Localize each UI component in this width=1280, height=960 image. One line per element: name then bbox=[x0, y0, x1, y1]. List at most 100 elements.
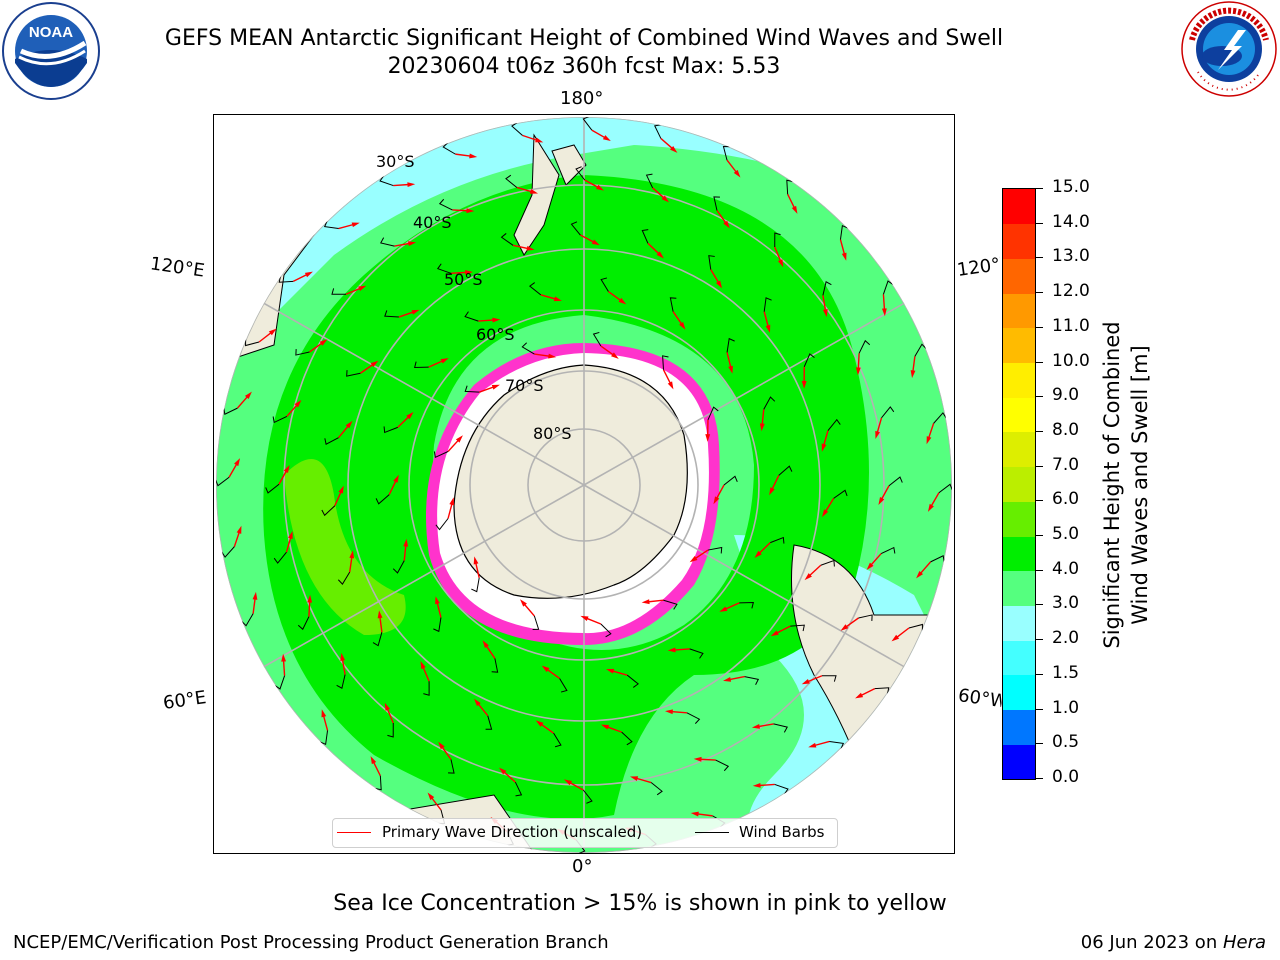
wind-barb bbox=[448, 759, 455, 774]
wave-arrow bbox=[403, 544, 407, 561]
wave-arrow bbox=[774, 246, 782, 263]
wind-barb bbox=[435, 518, 449, 531]
wind-barb bbox=[464, 385, 480, 393]
wave-arrow bbox=[710, 269, 720, 284]
wave-arrow-head bbox=[358, 285, 367, 292]
ocean-4-5m bbox=[263, 175, 870, 819]
wind-barb bbox=[414, 361, 429, 368]
colorbar-band bbox=[1003, 605, 1035, 641]
colorbar-tickmark bbox=[1036, 673, 1043, 675]
wave-arrow bbox=[452, 209, 469, 212]
wave-arrow-head bbox=[822, 509, 829, 518]
wind-barb bbox=[265, 483, 280, 494]
wave-arrow-head bbox=[705, 434, 711, 442]
colorbar-band bbox=[1003, 640, 1035, 676]
wave-arrow bbox=[724, 602, 740, 611]
wave-arrow bbox=[606, 726, 622, 733]
wind-barb bbox=[485, 715, 493, 730]
wind-barb bbox=[874, 687, 890, 694]
colorbar-band bbox=[1003, 709, 1035, 745]
wave-arrow bbox=[715, 484, 725, 500]
wind-barb bbox=[324, 437, 339, 445]
wave-arrow bbox=[436, 601, 442, 618]
wave-arrow-head bbox=[765, 324, 771, 333]
wind-barb bbox=[216, 476, 230, 487]
wave-arrow bbox=[522, 134, 538, 142]
wave-arrow bbox=[568, 781, 584, 791]
wave-arrow bbox=[822, 430, 829, 447]
wind-barb bbox=[763, 297, 772, 312]
colorbar-band bbox=[1003, 327, 1035, 364]
wave-arrow-head bbox=[891, 634, 900, 642]
wind-barb bbox=[726, 337, 735, 353]
wave-arrow-head bbox=[529, 189, 539, 194]
wave-arrow bbox=[540, 294, 557, 300]
wave-arrow-head bbox=[420, 660, 426, 670]
wind-barb bbox=[223, 407, 238, 415]
wind-barb bbox=[744, 676, 760, 685]
wave-vectors bbox=[216, 117, 952, 853]
wind-barb bbox=[559, 678, 568, 693]
wave-arrow-head bbox=[407, 182, 416, 188]
wave-arrow bbox=[660, 137, 674, 150]
wind-barb bbox=[380, 237, 395, 247]
wind-barb bbox=[438, 198, 453, 211]
wind-barb bbox=[295, 349, 310, 356]
wind-barb bbox=[387, 722, 394, 738]
colorbar-band bbox=[1003, 744, 1035, 780]
wave-arrow-head bbox=[526, 245, 535, 251]
colorbar-tick-label: 1.5 bbox=[1052, 662, 1080, 683]
wave-arrow-head bbox=[403, 538, 409, 547]
wind-barb bbox=[833, 489, 848, 499]
wave-arrow-head bbox=[304, 271, 313, 278]
wind-barb bbox=[600, 277, 609, 292]
wave-arrow bbox=[534, 353, 551, 357]
wind-barb bbox=[689, 648, 704, 659]
land-new-zealand bbox=[513, 133, 587, 256]
wind-barb bbox=[621, 731, 633, 746]
colorbar-tickmark bbox=[1036, 708, 1043, 710]
colorbar-band bbox=[1003, 431, 1035, 468]
wave-arrow bbox=[447, 439, 460, 452]
wave-arrow bbox=[309, 342, 323, 353]
wind-barb bbox=[763, 396, 776, 410]
wave-arrow-head bbox=[855, 692, 864, 699]
wind-barb bbox=[803, 353, 815, 367]
wave-arrow bbox=[611, 670, 628, 676]
wave-arrow-head bbox=[491, 384, 500, 390]
wave-arrow bbox=[228, 463, 238, 478]
wave-arrow-head bbox=[492, 317, 501, 323]
wave-arrow-head bbox=[370, 756, 377, 765]
wave-arrow bbox=[716, 210, 727, 224]
wave-arrow bbox=[474, 562, 480, 578]
legend-barb-label: Wind Barbs bbox=[739, 823, 825, 841]
wind-barb bbox=[938, 483, 952, 494]
wave-arrow-head bbox=[319, 339, 328, 346]
wind-barb bbox=[336, 674, 346, 689]
wind-barb bbox=[521, 342, 535, 355]
wave-arrow-head bbox=[665, 709, 673, 715]
footer-credit: NCEP/EMC/Verification Post Processing Pr… bbox=[13, 932, 609, 953]
wave-arrow bbox=[252, 597, 256, 614]
wind-barb bbox=[881, 406, 895, 419]
wave-arrow-head bbox=[384, 702, 391, 711]
wind-barb bbox=[529, 282, 542, 296]
wind-barb bbox=[663, 599, 678, 610]
colorbar-band bbox=[1003, 362, 1035, 398]
wave-arrow bbox=[880, 485, 890, 501]
wave-arrow-head bbox=[351, 222, 360, 228]
wave-arrow-head bbox=[618, 297, 627, 305]
colorbar-tick-label: 10.0 bbox=[1052, 350, 1090, 371]
wind-barb bbox=[820, 559, 835, 567]
wind-barb bbox=[669, 297, 677, 312]
wind-barb bbox=[914, 343, 927, 357]
wave-arrow-head bbox=[669, 145, 678, 153]
colorbar-band bbox=[1003, 570, 1035, 606]
wave-arrow-head bbox=[926, 436, 932, 445]
wave-arrow-head bbox=[693, 756, 702, 762]
wave-arrow bbox=[546, 668, 561, 680]
wind-barb bbox=[786, 179, 793, 195]
graticule bbox=[216, 117, 952, 853]
wave-arrow bbox=[540, 723, 555, 734]
wind-barb bbox=[713, 196, 720, 211]
